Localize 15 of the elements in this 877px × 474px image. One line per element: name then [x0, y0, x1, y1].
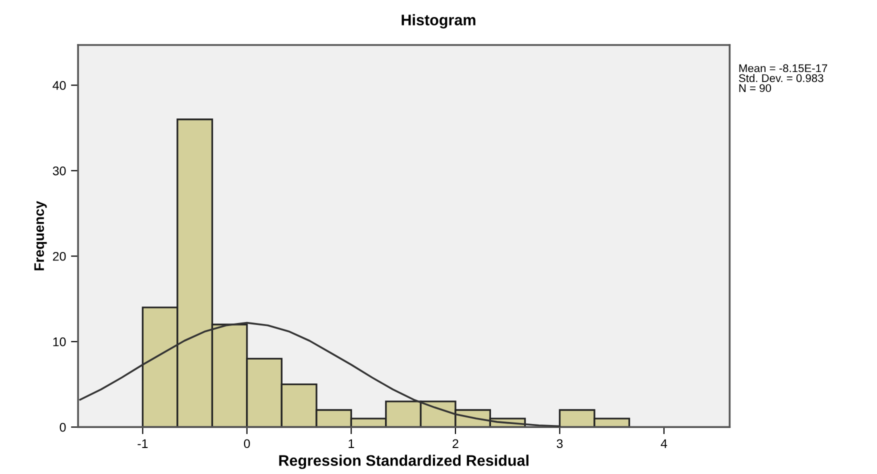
y-tick-label: 40	[52, 81, 66, 90]
x-tick-label: -1	[138, 439, 148, 448]
x-axis-title: Regression Standardized Residual	[279, 454, 528, 470]
y-tick-label: 30	[52, 166, 66, 176]
x-tick-label: 1	[348, 439, 354, 448]
y-axis-title: Frequency	[34, 201, 47, 270]
x-tick-label: 2	[452, 439, 458, 448]
y-tick-label: 20	[52, 252, 66, 261]
text: Mean = -8.15E-17 Std. Dev. = 0.983 N = 90	[738, 64, 828, 92]
x-tick-label: 0	[244, 439, 250, 448]
chart-title: Histogram	[402, 14, 476, 28]
y-tick-label: 10	[53, 337, 66, 346]
x-tick-label: 4	[660, 439, 668, 448]
x-tick-label: 3	[556, 439, 563, 448]
y-tick-label: 0	[60, 422, 66, 432]
